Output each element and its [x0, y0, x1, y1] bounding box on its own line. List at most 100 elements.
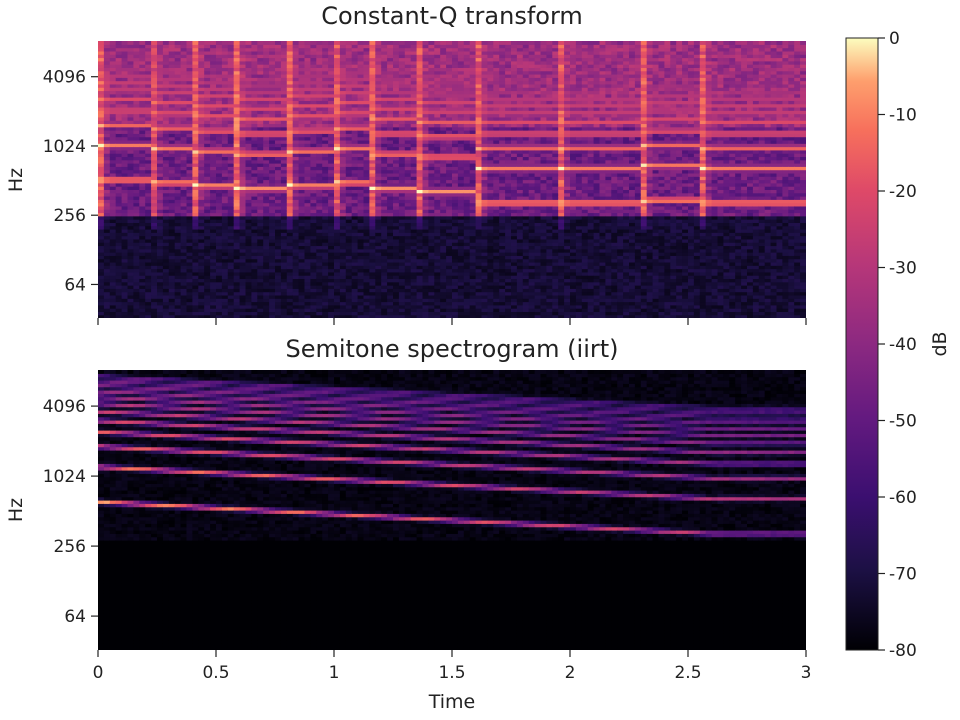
- heatmap-cell: [168, 308, 176, 313]
- heatmap-cell: [157, 67, 164, 72]
- heatmap-cell: [245, 97, 252, 101]
- heatmap-cell: [145, 186, 152, 190]
- heatmap-cell: [304, 126, 311, 131]
- heatmap-cell: [204, 205, 211, 210]
- heatmap-cell: [292, 93, 300, 98]
- heatmap-cell: [339, 275, 347, 280]
- heatmap-cell: [369, 192, 376, 197]
- heatmap-cell: [345, 80, 353, 85]
- heatmap-cell: [357, 209, 365, 214]
- heatmap-cell: [192, 87, 199, 92]
- heatmap-cell: [151, 314, 158, 318]
- heatmap-cell: [316, 123, 323, 128]
- heatmap-cell: [227, 110, 235, 115]
- heatmap-cell: [192, 252, 199, 256]
- heatmap-cell: [387, 54, 394, 59]
- heatmap-cell: [328, 123, 335, 128]
- heatmap-cell: [357, 169, 365, 174]
- heatmap-cell: [280, 163, 288, 167]
- heatmap-cell: [286, 90, 294, 95]
- heatmap-cell: [381, 285, 388, 289]
- heatmap-cell: [151, 285, 158, 289]
- heatmap-cell: [98, 41, 105, 45]
- heatmap-cell: [139, 73, 146, 78]
- heatmap-cell: [269, 248, 276, 253]
- heatmap-cell: [328, 93, 335, 98]
- heatmap-cell: [292, 278, 300, 283]
- heatmap-cell: [192, 120, 199, 125]
- heatmap-cell: [398, 54, 406, 59]
- heatmap-cell: [298, 103, 306, 108]
- heatmap-cell: [109, 64, 117, 68]
- heatmap-cell: [151, 202, 158, 207]
- heatmap-cell: [204, 116, 211, 121]
- heatmap-cell: [304, 189, 311, 194]
- heatmap-cell: [263, 169, 270, 174]
- heatmap-cell: [304, 163, 311, 167]
- heatmap-cell: [227, 176, 235, 181]
- heatmap-cell: [381, 169, 388, 174]
- heatmap-cell: [239, 116, 247, 121]
- heatmap-cell: [204, 93, 211, 98]
- heatmap-cell: [351, 113, 359, 118]
- heatmap-cell: [251, 304, 258, 309]
- heatmap-cell: [216, 83, 223, 88]
- heatmap-cell: [363, 248, 370, 253]
- heatmap-cell: [393, 304, 400, 309]
- heatmap-cell: [198, 103, 205, 108]
- heatmap-cell: [186, 265, 193, 270]
- heatmap-cell: [198, 261, 205, 266]
- heatmap-cell: [133, 153, 140, 158]
- heatmap-cell: [221, 248, 229, 253]
- heatmap-cell: [369, 166, 376, 171]
- heatmap-cell: [393, 64, 400, 68]
- heatmap-cell: [357, 90, 365, 95]
- heatmap-cell: [393, 225, 400, 230]
- heatmap-cell: [393, 215, 400, 220]
- heatmap-cell: [280, 311, 288, 316]
- heatmap-cell: [121, 258, 129, 263]
- heatmap-cell: [304, 301, 311, 306]
- heatmap-cell: [103, 77, 111, 82]
- heatmap-cell: [404, 232, 412, 237]
- heatmap-cell: [115, 130, 123, 134]
- heatmap-cell: [121, 153, 129, 158]
- heatmap-cell: [221, 110, 229, 115]
- heatmap-cell: [304, 113, 311, 118]
- heatmap-cell: [393, 149, 400, 154]
- heatmap-cell: [227, 252, 235, 256]
- heatmap-cell: [334, 219, 341, 223]
- heatmap-cell: [204, 261, 211, 266]
- heatmap-cell: [174, 146, 182, 151]
- heatmap-cell: [115, 248, 123, 253]
- heatmap-cell: [334, 248, 341, 253]
- heatmap-cell: [133, 288, 140, 293]
- heatmap-cell: [345, 288, 353, 293]
- heatmap-cell: [334, 169, 341, 174]
- heatmap-cell: [387, 90, 394, 95]
- heatmap-cell: [127, 57, 134, 62]
- heatmap-cell: [257, 278, 264, 283]
- heatmap-cell: [251, 97, 258, 101]
- heatmap-cell: [233, 294, 241, 299]
- heatmap-cell: [404, 242, 412, 247]
- heatmap-cell: [233, 163, 241, 167]
- heatmap-cell: [103, 281, 111, 286]
- heatmap-cell: [351, 314, 359, 318]
- heatmap-cell: [98, 87, 105, 92]
- heatmap-cell: [339, 113, 347, 118]
- heatmap-cell: [227, 228, 235, 233]
- heatmap-cell: [139, 215, 146, 220]
- heatmap-cell: [357, 225, 365, 230]
- heatmap-cell: [269, 80, 276, 85]
- heatmap-cell: [245, 212, 252, 217]
- heatmap-cell: [204, 199, 211, 204]
- heatmap-cell: [393, 54, 400, 59]
- heatmap-cell: [369, 113, 376, 118]
- heatmap-cell: [239, 199, 247, 204]
- heatmap-cell: [139, 146, 146, 151]
- heatmap-cell: [186, 163, 193, 167]
- heatmap-cell: [328, 291, 335, 296]
- heatmap-cell: [192, 169, 199, 174]
- heatmap-cell: [393, 235, 400, 240]
